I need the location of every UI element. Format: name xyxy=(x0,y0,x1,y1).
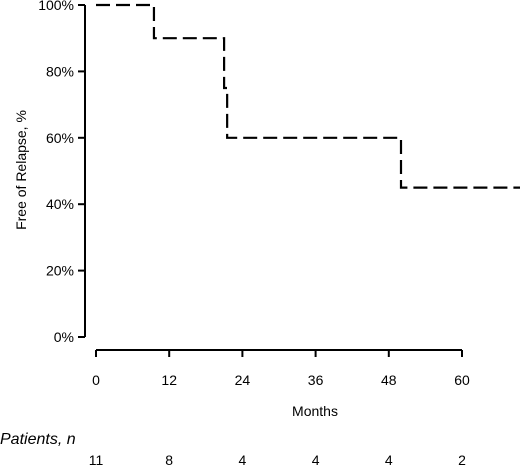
risk-table-title: Patients, n xyxy=(0,431,76,448)
risk-table: 11 8 4 4 4 2 xyxy=(89,452,466,468)
x-tick-label: 60 xyxy=(454,372,470,388)
risk-count: 4 xyxy=(385,452,393,468)
x-axis: 0 12 24 36 48 60 xyxy=(92,349,470,388)
y-tick-label: 60% xyxy=(46,130,74,146)
x-tick-label: 48 xyxy=(381,372,397,388)
y-axis-title: Free of Relapse, % xyxy=(13,110,29,230)
x-tick-label: 0 xyxy=(92,372,100,388)
y-tick-label: 20% xyxy=(46,263,74,279)
risk-count: 8 xyxy=(165,452,173,468)
x-axis-title: Months xyxy=(292,403,338,419)
survival-step-line xyxy=(96,3,520,189)
y-tick-label: 40% xyxy=(46,196,74,212)
x-tick-label: 12 xyxy=(161,372,177,388)
y-axis: 0% 20% 40% 60% 80% 100% xyxy=(38,0,86,345)
y-tick-label: 0% xyxy=(54,329,74,345)
risk-count: 11 xyxy=(89,452,104,468)
y-tick-label: 80% xyxy=(46,63,74,79)
x-tick-label: 36 xyxy=(308,372,324,388)
x-tick-label: 24 xyxy=(235,372,251,388)
risk-count: 2 xyxy=(458,452,466,468)
risk-count: 4 xyxy=(239,452,247,468)
survival-curve xyxy=(96,3,520,189)
risk-count: 4 xyxy=(312,452,320,468)
y-tick-label: 100% xyxy=(38,0,74,13)
